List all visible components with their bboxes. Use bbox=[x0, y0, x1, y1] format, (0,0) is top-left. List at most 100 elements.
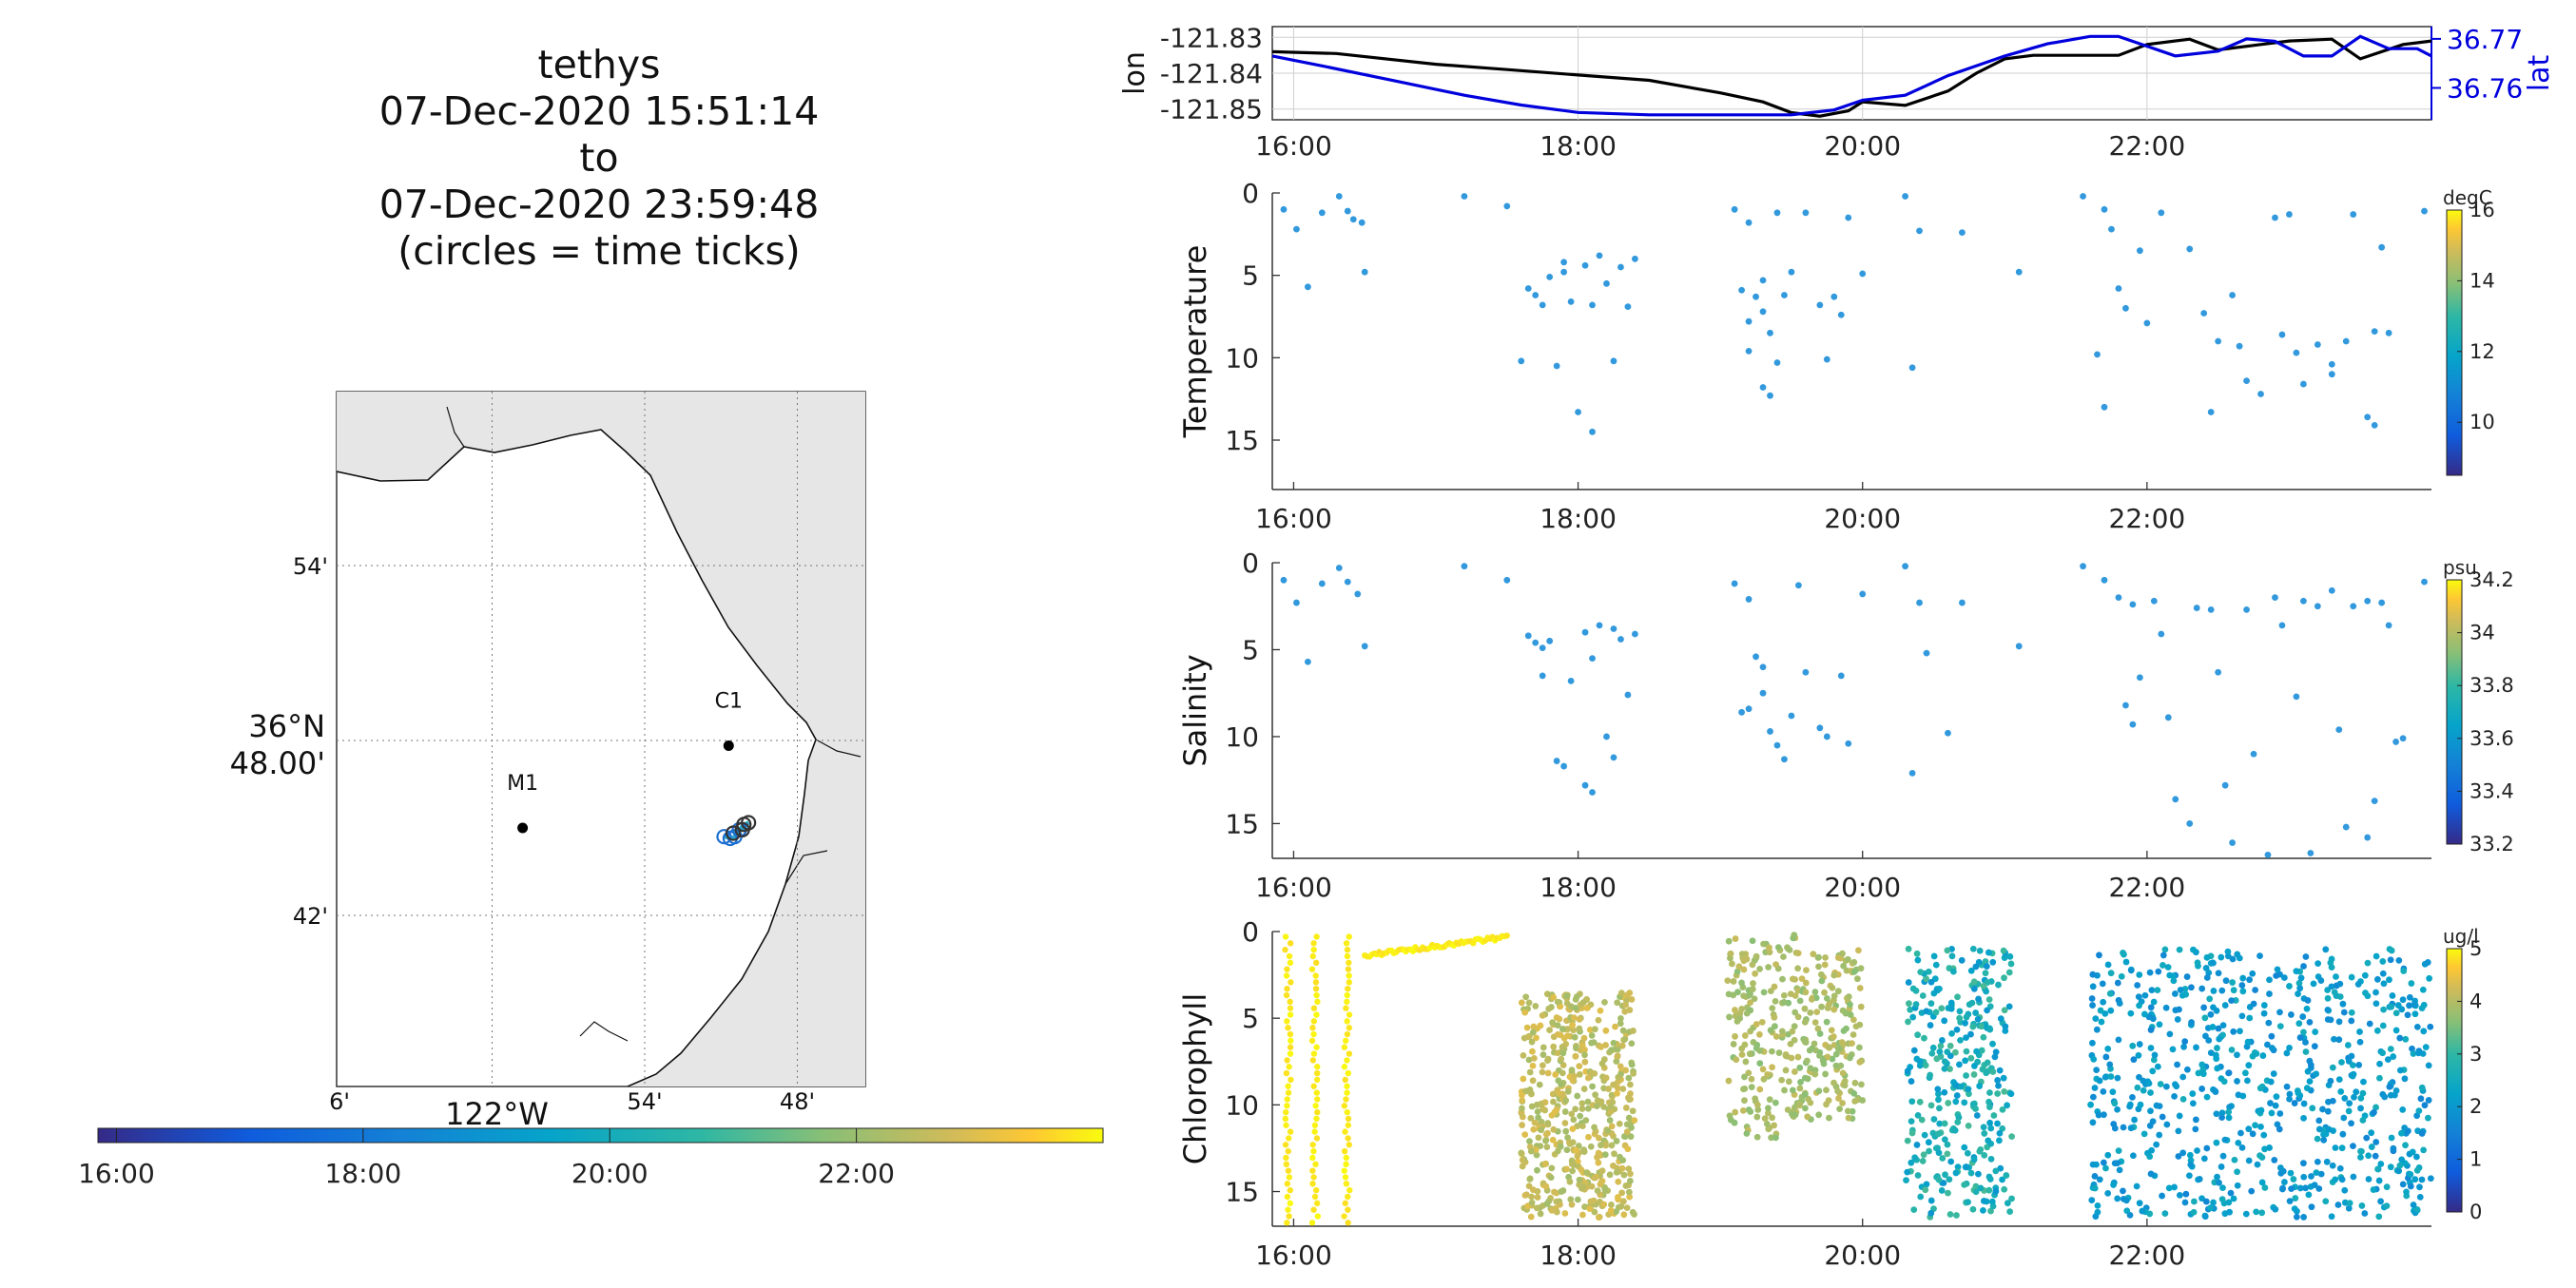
data-point bbox=[2089, 983, 2097, 990]
data-point bbox=[1994, 1077, 2002, 1084]
data-point bbox=[1977, 1184, 1985, 1192]
data-point bbox=[2213, 1139, 2220, 1146]
data-point bbox=[1844, 1107, 1851, 1115]
data-point bbox=[1850, 1090, 1858, 1097]
data-point bbox=[1903, 1177, 1909, 1184]
data-point bbox=[2180, 1043, 2187, 1050]
data-point bbox=[2340, 1009, 2348, 1016]
data-point bbox=[1966, 1090, 1972, 1098]
data-point bbox=[2157, 1081, 2164, 1087]
data-point bbox=[2388, 947, 2395, 954]
data-point bbox=[2338, 1059, 2345, 1066]
data-point bbox=[2294, 1087, 2301, 1094]
data-point bbox=[1585, 1133, 1592, 1141]
data-point bbox=[1938, 1037, 1946, 1044]
data-point bbox=[2239, 1092, 2247, 1100]
data-point bbox=[2160, 952, 2167, 959]
data-point bbox=[1591, 1069, 1598, 1077]
data-point bbox=[1973, 1112, 1981, 1119]
data-point bbox=[2272, 1205, 2279, 1213]
data-point bbox=[2392, 1027, 2400, 1034]
data-point bbox=[1850, 1031, 1857, 1038]
map-lon-label: 54' bbox=[627, 1088, 662, 1115]
data-point bbox=[2376, 1060, 2383, 1067]
data-point bbox=[1994, 1090, 2002, 1097]
data-point bbox=[1927, 1209, 1935, 1217]
data-point bbox=[1624, 303, 1632, 310]
data-point bbox=[2218, 1109, 2226, 1117]
data-point bbox=[1589, 428, 1596, 435]
data-point bbox=[2276, 1009, 2283, 1016]
data-point bbox=[2176, 1006, 2182, 1013]
data-point bbox=[2422, 1044, 2430, 1051]
data-point bbox=[1934, 1086, 1942, 1093]
data-point bbox=[2350, 603, 2357, 610]
data-point bbox=[2383, 1202, 2391, 1210]
data-point bbox=[1909, 985, 1917, 992]
data-point bbox=[1989, 958, 1997, 966]
data-point bbox=[2176, 946, 2183, 953]
data-point bbox=[2257, 1124, 2264, 1130]
data-point bbox=[1953, 1212, 1960, 1219]
x-tick-label: 22:00 bbox=[2109, 503, 2186, 534]
data-point bbox=[2373, 1139, 2380, 1145]
data-point bbox=[1919, 1158, 1927, 1164]
data-point bbox=[2295, 1020, 2303, 1028]
data-point bbox=[2234, 1182, 2241, 1189]
data-point bbox=[2396, 1067, 2404, 1074]
data-point bbox=[2137, 1101, 2144, 1108]
data-point bbox=[2416, 1183, 2423, 1191]
data-point bbox=[2193, 605, 2200, 611]
data-point bbox=[2348, 1052, 2355, 1060]
data-point bbox=[1963, 1013, 1970, 1021]
data-point bbox=[1816, 724, 1824, 732]
data-point bbox=[2327, 1077, 2334, 1085]
data-point bbox=[1745, 317, 1753, 325]
data-point bbox=[2279, 1184, 2286, 1192]
data-point bbox=[2006, 1208, 2014, 1215]
data-point bbox=[2183, 973, 2191, 980]
data-point bbox=[1837, 672, 1845, 680]
data-point bbox=[1525, 1056, 1533, 1064]
data-point bbox=[2216, 1179, 2222, 1186]
data-point bbox=[1287, 1005, 1294, 1011]
data-point bbox=[2234, 951, 2241, 958]
data-point bbox=[1952, 1169, 1960, 1177]
data-point bbox=[1293, 599, 1300, 606]
data-point bbox=[1767, 392, 1773, 399]
data-point bbox=[1991, 1053, 1999, 1061]
data-point bbox=[1830, 1033, 1837, 1040]
data-point bbox=[1284, 1103, 1290, 1109]
data-point bbox=[2331, 989, 2338, 996]
data-point bbox=[2116, 1166, 2123, 1174]
data-point bbox=[1752, 1095, 1759, 1103]
data-point bbox=[2359, 1117, 2367, 1124]
data-point bbox=[1937, 1042, 1945, 1049]
data-point bbox=[1765, 1125, 1772, 1133]
data-point bbox=[1554, 1049, 1561, 1057]
data-point bbox=[2300, 1028, 2307, 1036]
data-point bbox=[2365, 1176, 2373, 1182]
data-point bbox=[1806, 1047, 1813, 1054]
data-point bbox=[1756, 1060, 1764, 1067]
data-point bbox=[1995, 1082, 2002, 1089]
map-lon-label: 6' bbox=[329, 1088, 350, 1115]
data-point bbox=[2317, 1170, 2325, 1178]
data-point bbox=[1287, 959, 1294, 967]
data-point bbox=[2410, 1201, 2417, 1208]
data-point bbox=[1914, 1031, 1922, 1039]
data-point bbox=[2427, 1023, 2434, 1030]
data-point bbox=[1977, 1145, 1985, 1153]
data-point bbox=[1570, 1014, 1578, 1022]
data-point bbox=[2399, 735, 2407, 742]
data-point bbox=[1821, 961, 1829, 969]
data-point bbox=[2328, 964, 2335, 971]
data-point bbox=[1345, 1193, 1351, 1201]
data-point bbox=[2214, 1065, 2221, 1072]
data-point bbox=[1552, 1071, 1559, 1078]
data-point bbox=[1343, 1161, 1349, 1168]
data-point bbox=[2387, 1046, 2394, 1052]
data-point bbox=[2115, 1147, 2122, 1155]
data-point bbox=[2371, 1108, 2377, 1116]
data-point bbox=[2202, 1198, 2210, 1205]
